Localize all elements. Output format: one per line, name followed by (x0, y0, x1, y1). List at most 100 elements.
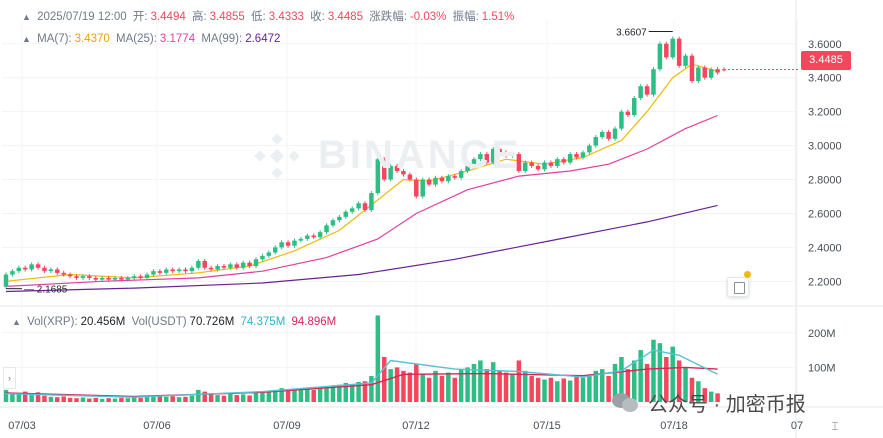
time-tick-label: 07 (791, 420, 803, 432)
candle-body (574, 154, 579, 158)
volume-bar (458, 369, 464, 402)
candle-body (619, 111, 624, 129)
candle-body (580, 152, 586, 158)
volume-bar (369, 376, 374, 402)
candle-body (632, 98, 637, 116)
ma-collapse-icon[interactable]: ▲ (22, 34, 31, 44)
candle-body (61, 272, 66, 275)
high-annotation-label: 3.6607 (616, 27, 647, 38)
ma25-line (5, 114, 718, 287)
volume-ma-long-line (5, 366, 718, 398)
volume-bar (144, 396, 150, 402)
candle-body (388, 165, 393, 180)
volume-collapse-icon[interactable]: ▲ (12, 317, 21, 327)
candle-body (106, 277, 111, 280)
volume-bar (599, 369, 605, 402)
candle-body (87, 276, 92, 278)
candle-body (369, 193, 374, 211)
candle-body (247, 262, 252, 267)
volume-bar (702, 388, 708, 402)
ma99-value: 2.6472 (245, 33, 281, 45)
volume-bar (612, 363, 618, 402)
volume-bar (414, 363, 419, 402)
price-tick-label: 2.4000 (808, 242, 842, 254)
candle-body (606, 132, 611, 139)
ma-header: ▲ MA(7): 3.4370 MA(25): 3.1774 MA(99): 2.64… (22, 33, 283, 45)
volume-bar (606, 376, 611, 402)
candle-body (10, 271, 15, 275)
volume-bar (574, 376, 579, 402)
candle-body (638, 86, 643, 99)
change-label: 涨跌幅: (369, 11, 407, 23)
volume-bar (452, 377, 457, 402)
candle-body (510, 154, 515, 156)
volume-bar (651, 339, 656, 402)
candle-body (151, 271, 156, 275)
watermark-text: 公众号 · 加密币报 (648, 394, 806, 416)
candle-body (221, 266, 227, 268)
volume-bar (638, 350, 643, 402)
layers-icon[interactable] (727, 277, 749, 297)
candle-body (651, 69, 656, 95)
time-tick-label: 07/12 (402, 420, 430, 432)
panel-toggle-icon[interactable]: › (3, 367, 16, 389)
volume-bar (324, 386, 329, 402)
open-value: 3.4494 (150, 11, 186, 23)
volume-bar (87, 398, 92, 402)
volume-bar (240, 394, 246, 402)
volume-bar (253, 392, 259, 402)
ma7-value: 3.4370 (74, 33, 110, 45)
candle-body (523, 162, 528, 172)
volume-bar (696, 381, 701, 402)
candle-body (176, 269, 182, 272)
ohlc-header: ▲ 2025/07/19 12:00 开: 3.4494 高: 3.4855 低: 3… (22, 8, 517, 24)
wechat-watermark: 公众号 · 加密币报 (612, 388, 806, 417)
header-datetime: 2025/07/19 12:00 (37, 11, 127, 23)
volume-bar (394, 367, 400, 402)
candle-body (285, 242, 291, 246)
low-label: 低: (251, 11, 266, 23)
volume-bar (555, 381, 560, 402)
volume-bar (439, 376, 445, 402)
volume-bar (471, 363, 477, 402)
candle-body (567, 154, 573, 163)
candle-body (356, 203, 361, 209)
volume-bar (93, 397, 98, 402)
candle-body (381, 159, 387, 180)
volume-bar (35, 392, 41, 402)
candle-layer (3, 36, 727, 289)
volume-bar (689, 377, 695, 402)
volume-bar (484, 369, 490, 402)
axis-settings-icon[interactable]: ⌶ (831, 419, 839, 433)
candle-body (503, 152, 509, 156)
volume-bar (125, 398, 131, 402)
price-tick-label: 2.8000 (808, 175, 842, 187)
volume-tick-label: 200M (808, 328, 836, 340)
axis-layer: 3.6000 3.4000 3.2000 3.0000 2.8000 2.6000 2.40… (6, 27, 842, 432)
candle-body (362, 203, 368, 211)
volume-bar (407, 372, 413, 402)
candle-body (80, 276, 86, 278)
candle-body (414, 179, 419, 197)
price-tick-label: 2.2000 (808, 276, 842, 288)
header-collapse-icon[interactable]: ▲ (22, 12, 31, 22)
volume-bar (221, 395, 227, 402)
volume-bar (196, 389, 201, 402)
volume-bar (208, 394, 214, 402)
candle-body (305, 235, 310, 239)
candle-body (215, 266, 220, 270)
candle-body (99, 277, 105, 280)
candle-body (548, 162, 554, 166)
volume-bar (497, 370, 502, 402)
volume-bar (683, 367, 688, 402)
candle-body (516, 154, 522, 172)
candle-body (689, 55, 695, 82)
amplitude-value: 1.51% (481, 11, 515, 23)
volume-bar (119, 397, 124, 402)
open-label: 开: (132, 11, 148, 23)
close-value: 3.4485 (327, 11, 364, 23)
candle-body (311, 235, 316, 238)
volume-bar (503, 372, 509, 402)
volume-bar (112, 398, 118, 402)
